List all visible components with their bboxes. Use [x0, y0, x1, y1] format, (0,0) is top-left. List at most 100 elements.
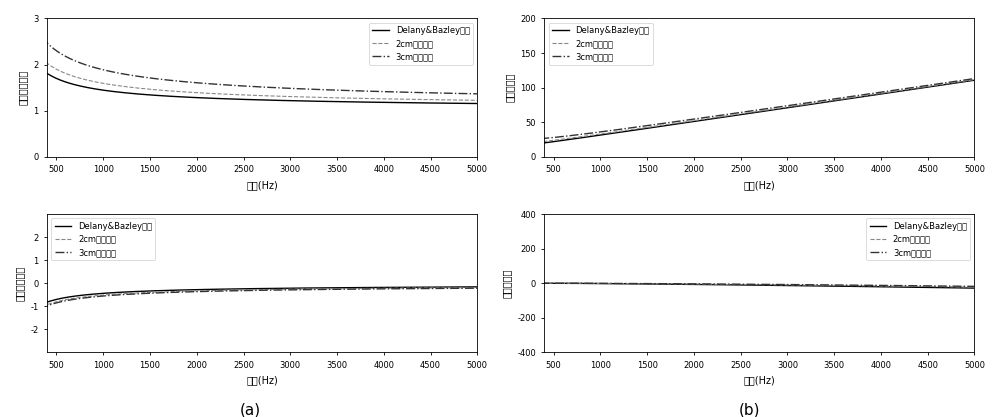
Delany&Bazley模型 [22, 311, 34, 317]
3cm纤维材料 [702, 115, 714, 120]
Legend: Delany&Bazley模型, 2cm纤维材料, 3cm纤维材料: Delany&Bazley模型, 2cm纤维材料, 3cm纤维材料 [548, 23, 653, 65]
2cm纤维材料 [717, 114, 729, 119]
3cm纤维材料 [331, 287, 343, 292]
3cm纤维材料 [968, 284, 980, 289]
2cm纤维材料 [331, 95, 343, 100]
3cm纤维材料 [331, 88, 343, 93]
Delany&Bazley模型 [520, 143, 532, 148]
Delany&Bazley模型 [381, 285, 393, 290]
2cm纤维材料 [204, 91, 216, 96]
2cm纤维材料 [372, 96, 384, 101]
Delany&Bazley模型 [701, 282, 713, 287]
2cm纤维材料 [471, 285, 483, 290]
3cm纤维材料 [471, 286, 483, 291]
Delany&Bazley模型 [372, 285, 384, 290]
Delany&Bazley模型 [204, 95, 216, 100]
3cm纤维材料 [828, 282, 840, 287]
3cm纤维材料 [220, 289, 232, 294]
Delany&Bazley模型 [471, 101, 483, 106]
Line: Delany&Bazley模型: Delany&Bazley模型 [526, 283, 974, 288]
Line: 2cm纤维材料: 2cm纤维材料 [526, 80, 974, 143]
2cm纤维材料 [717, 282, 729, 287]
2cm纤维材料 [520, 141, 532, 146]
Line: 2cm纤维材料: 2cm纤维材料 [28, 39, 477, 100]
2cm纤维材料 [701, 281, 713, 286]
Delany&Bazley模型 [828, 98, 840, 103]
Delany&Bazley模型 [381, 100, 393, 105]
3cm纤维材料 [521, 137, 533, 142]
2cm纤维材料 [520, 281, 532, 286]
2cm纤维材料 [381, 96, 393, 101]
Delany&Bazley模型 [331, 285, 343, 290]
2cm纤维材料 [565, 281, 577, 286]
Delany&Bazley模型 [565, 137, 577, 142]
Text: (b): (b) [739, 403, 761, 417]
Y-axis label: 复波数实部: 复波数实部 [505, 73, 515, 102]
3cm纤维材料 [68, 297, 80, 302]
Line: 3cm纤维材料: 3cm纤维材料 [28, 12, 477, 94]
Line: 2cm纤维材料: 2cm纤维材料 [526, 283, 974, 287]
2cm纤维材料 [828, 98, 840, 103]
3cm纤维材料 [870, 283, 882, 288]
3cm纤维材料 [870, 90, 882, 95]
3cm纤维材料 [22, 9, 34, 14]
3cm纤维材料 [718, 112, 730, 117]
2cm纤维材料 [220, 92, 232, 97]
2cm纤维材料 [381, 286, 393, 291]
3cm纤维材料 [68, 58, 80, 63]
3cm纤维材料 [520, 281, 532, 286]
2cm纤维材料 [828, 283, 840, 288]
2cm纤维材料 [878, 284, 890, 289]
Line: 3cm纤维材料: 3cm纤维材料 [526, 283, 974, 286]
Delany&Bazley模型 [565, 281, 577, 286]
2cm纤维材料 [968, 77, 980, 82]
3cm纤维材料 [520, 137, 532, 142]
2cm纤维材料 [331, 286, 343, 291]
3cm纤维材料 [220, 83, 232, 88]
Delany&Bazley模型 [717, 282, 729, 287]
2cm纤维材料 [68, 296, 80, 301]
2cm纤维材料 [870, 92, 882, 97]
2cm纤维材料 [968, 284, 980, 289]
3cm纤维材料 [471, 91, 483, 96]
2cm纤维材料 [870, 284, 882, 289]
3cm纤维材料 [566, 133, 578, 138]
Delany&Bazley模型 [968, 78, 980, 83]
Delany&Bazley模型 [520, 281, 532, 286]
Delany&Bazley模型 [204, 287, 216, 292]
Delany&Bazley模型 [870, 284, 882, 289]
Delany&Bazley模型 [372, 100, 384, 105]
2cm纤维材料 [565, 136, 577, 141]
2cm纤维材料 [22, 36, 34, 41]
X-axis label: 频率(Hz): 频率(Hz) [744, 180, 775, 190]
Delany&Bazley模型 [828, 284, 840, 289]
3cm纤维材料 [204, 81, 216, 86]
Line: Delany&Bazley模型: Delany&Bazley模型 [28, 52, 477, 103]
3cm纤维材料 [372, 286, 384, 291]
Delany&Bazley模型 [717, 115, 729, 120]
Line: Delany&Bazley模型: Delany&Bazley模型 [526, 80, 974, 145]
2cm纤维材料 [68, 74, 80, 79]
2cm纤维材料 [220, 288, 232, 293]
Delany&Bazley模型 [68, 294, 80, 299]
X-axis label: 频率(Hz): 频率(Hz) [246, 180, 278, 190]
Delany&Bazley模型 [968, 286, 980, 291]
X-axis label: 频率(Hz): 频率(Hz) [246, 375, 278, 385]
Line: 3cm纤维材料: 3cm纤维材料 [526, 78, 974, 139]
Delany&Bazley模型 [331, 99, 343, 104]
Delany&Bazley模型 [878, 91, 890, 96]
X-axis label: 频率(Hz): 频率(Hz) [744, 375, 775, 385]
Delany&Bazley模型 [22, 50, 34, 55]
Delany&Bazley模型 [68, 82, 80, 87]
2cm纤维材料 [701, 116, 713, 121]
Delany&Bazley模型 [220, 96, 232, 101]
3cm纤维材料 [372, 89, 384, 94]
Line: 2cm纤维材料: 2cm纤维材料 [28, 288, 477, 317]
2cm纤维材料 [471, 98, 483, 103]
2cm纤维材料 [22, 314, 34, 319]
3cm纤维材料 [828, 96, 840, 101]
Y-axis label: 复波数虚部: 复波数虚部 [502, 269, 512, 298]
Legend: Delany&Bazley模型, 2cm纤维材料, 3cm纤维材料: Delany&Bazley模型, 2cm纤维材料, 3cm纤维材料 [369, 23, 473, 65]
Y-axis label: 特征阻抗实部: 特征阻抗实部 [18, 70, 28, 106]
Legend: Delany&Bazley模型, 2cm纤维材料, 3cm纤维材料: Delany&Bazley模型, 2cm纤维材料, 3cm纤维材料 [866, 218, 970, 260]
